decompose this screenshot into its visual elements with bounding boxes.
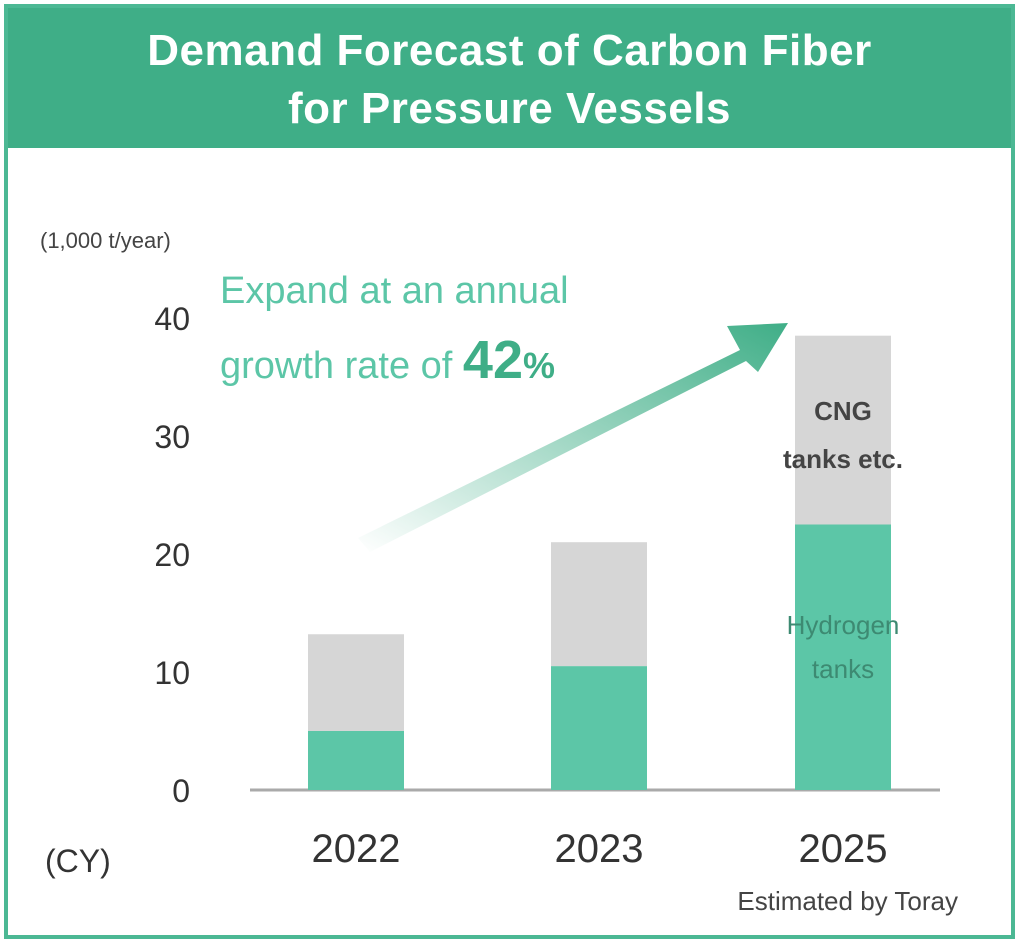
y-tick-label: 0 xyxy=(172,773,190,809)
title-line-2: for Pressure Vessels xyxy=(288,84,731,133)
title-line-1: Demand Forecast of Carbon Fiber xyxy=(147,26,872,75)
series-labels: Hydrogen tanks CNG tanks etc. xyxy=(783,396,903,684)
chart-title: Demand Forecast of Carbon Fiber for Pres… xyxy=(8,8,1011,148)
series-label-cng: tanks etc. xyxy=(783,444,903,474)
y-tick-label: 20 xyxy=(154,537,190,573)
bar-segment-hydrogen-2025 xyxy=(795,524,891,790)
bar-segment-cng-2023 xyxy=(551,542,647,667)
bar-segment-cng-2022 xyxy=(308,634,404,731)
growth-arrow xyxy=(358,323,788,552)
annotation-highlight: 42 xyxy=(463,330,523,390)
y-tick-label: 30 xyxy=(154,419,190,455)
y-tick-label: 10 xyxy=(154,655,190,691)
annotation-prefix: growth rate of xyxy=(220,345,463,387)
y-tick-label: 40 xyxy=(154,301,190,337)
x-tick-label: 2022 xyxy=(312,827,401,871)
bar-segment-hydrogen-2022 xyxy=(308,731,404,790)
annotation-suffix: % xyxy=(523,345,555,386)
source-note: Estimated by Toray xyxy=(737,886,958,916)
x-tick-label: 2023 xyxy=(555,827,644,871)
annotation-line-1: Expand at an annual xyxy=(220,270,569,312)
bar-segment-cng-2025 xyxy=(795,335,891,525)
x-tick-label: 2025 xyxy=(799,827,888,871)
x-axis-unit: (CY) xyxy=(45,843,111,879)
annotation-line-2: growth rate of 42% xyxy=(220,330,555,390)
series-label-hydrogen: Hydrogen xyxy=(787,610,900,640)
series-label-hydrogen: tanks xyxy=(812,654,874,684)
bars xyxy=(308,335,891,790)
bar-segment-hydrogen-2023 xyxy=(551,666,647,790)
series-label-cng: CNG xyxy=(814,396,872,426)
y-axis-unit: (1,000 t/year) xyxy=(40,228,171,253)
y-axis: 0 10 20 30 40 xyxy=(154,301,190,809)
x-axis: 2022 2023 2025 xyxy=(312,827,888,871)
